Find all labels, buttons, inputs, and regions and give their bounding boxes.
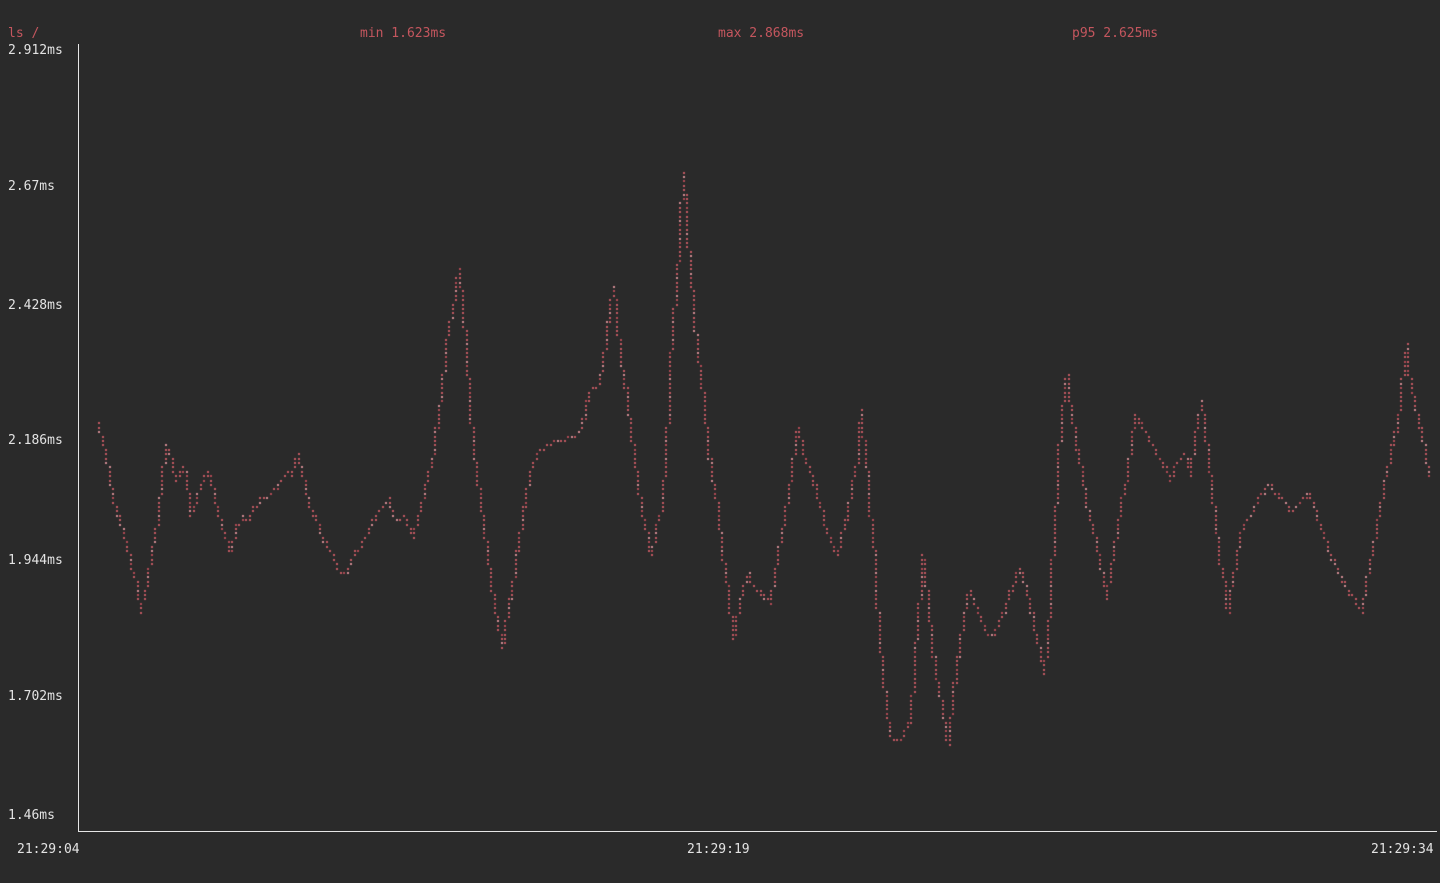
- y-tick-label: 2.67ms: [8, 179, 55, 194]
- y-tick-label: 2.912ms: [8, 43, 63, 58]
- x-tick-label: 21:29:19: [687, 842, 750, 857]
- stat-max-latency: max 2.868ms: [718, 26, 805, 41]
- y-tick-label: 1.702ms: [8, 689, 63, 704]
- x-axis-line: [78, 831, 1437, 832]
- command-title: ls /: [8, 26, 40, 41]
- y-tick-label: 2.186ms: [8, 433, 63, 448]
- stat-p95-latency: p95 2.625ms: [1072, 26, 1159, 41]
- y-tick-label: 1.944ms: [8, 553, 63, 568]
- x-tick-label: 21:29:04: [17, 842, 80, 857]
- y-tick-label: 1.46ms: [8, 808, 55, 823]
- stat-min-latency: min 1.623ms: [360, 26, 447, 41]
- y-axis-line: [78, 44, 79, 832]
- y-tick-label: 2.428ms: [8, 298, 63, 313]
- x-tick-label: 21:29:34: [1371, 842, 1434, 857]
